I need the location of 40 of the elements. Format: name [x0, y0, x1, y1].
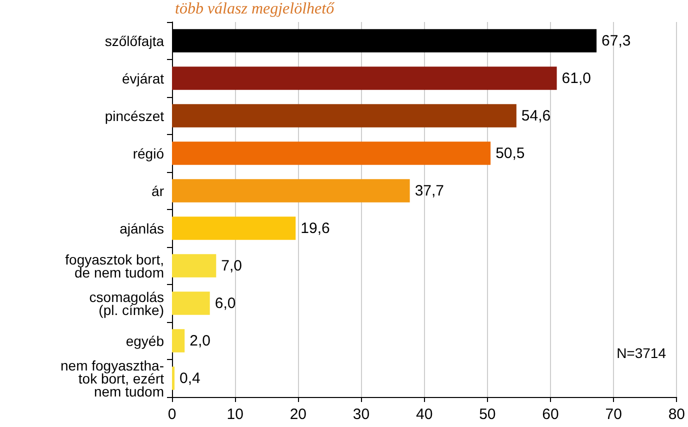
data-label: 61,0: [562, 70, 592, 87]
bar: [172, 142, 491, 165]
data-label: 50,5: [496, 144, 525, 162]
bar: [172, 366, 175, 390]
x-tick-label: 30: [352, 406, 370, 423]
data-label: 6,0: [214, 294, 236, 312]
data-label: 37,7: [414, 182, 444, 200]
data-label: 54,6: [521, 107, 551, 124]
y-tick-label: pincészet: [104, 108, 164, 124]
data-label: 0,4: [180, 370, 200, 387]
y-tick-label: évjárat: [122, 70, 164, 86]
data-label: 67,3: [602, 32, 631, 50]
data-label: 7,0: [221, 257, 242, 274]
y-tick-label: egyéb: [126, 332, 164, 349]
y-tick-label: szőlőfajta: [104, 32, 164, 49]
y-tick-label: ár: [152, 182, 164, 199]
y-tick-label: régió: [132, 145, 164, 162]
bar: [172, 216, 296, 240]
bar: [172, 254, 216, 278]
x-tick-label: 0: [168, 406, 176, 423]
bar: [172, 66, 557, 90]
y-tick-label: nem fogyasztha- tok bort, ezért nem tudom: [60, 357, 164, 400]
y-tick-label: fogyasztok bort, de nem tudom: [65, 251, 164, 280]
x-tick-label: 80: [668, 406, 685, 423]
bar: [172, 292, 210, 315]
annotation: N=3714: [616, 345, 666, 361]
bar: [172, 329, 185, 352]
bar: [172, 179, 410, 202]
x-tick-label: 10: [226, 406, 244, 423]
y-tick-label: ajánlás: [120, 220, 164, 236]
chart-subtitle: több válasz megjelölhető: [175, 0, 336, 18]
x-tick-label: 20: [290, 406, 307, 423]
x-tick-label: 70: [605, 406, 622, 423]
y-tick-label: csomagolás (pl. címke): [89, 288, 164, 318]
data-label: 19,6: [300, 220, 330, 237]
x-tick-label: 40: [416, 406, 433, 423]
data-label: 2,0: [190, 332, 210, 350]
bar: [172, 104, 516, 128]
x-tick-label: 50: [479, 406, 496, 423]
x-tick-label: 60: [542, 406, 559, 423]
